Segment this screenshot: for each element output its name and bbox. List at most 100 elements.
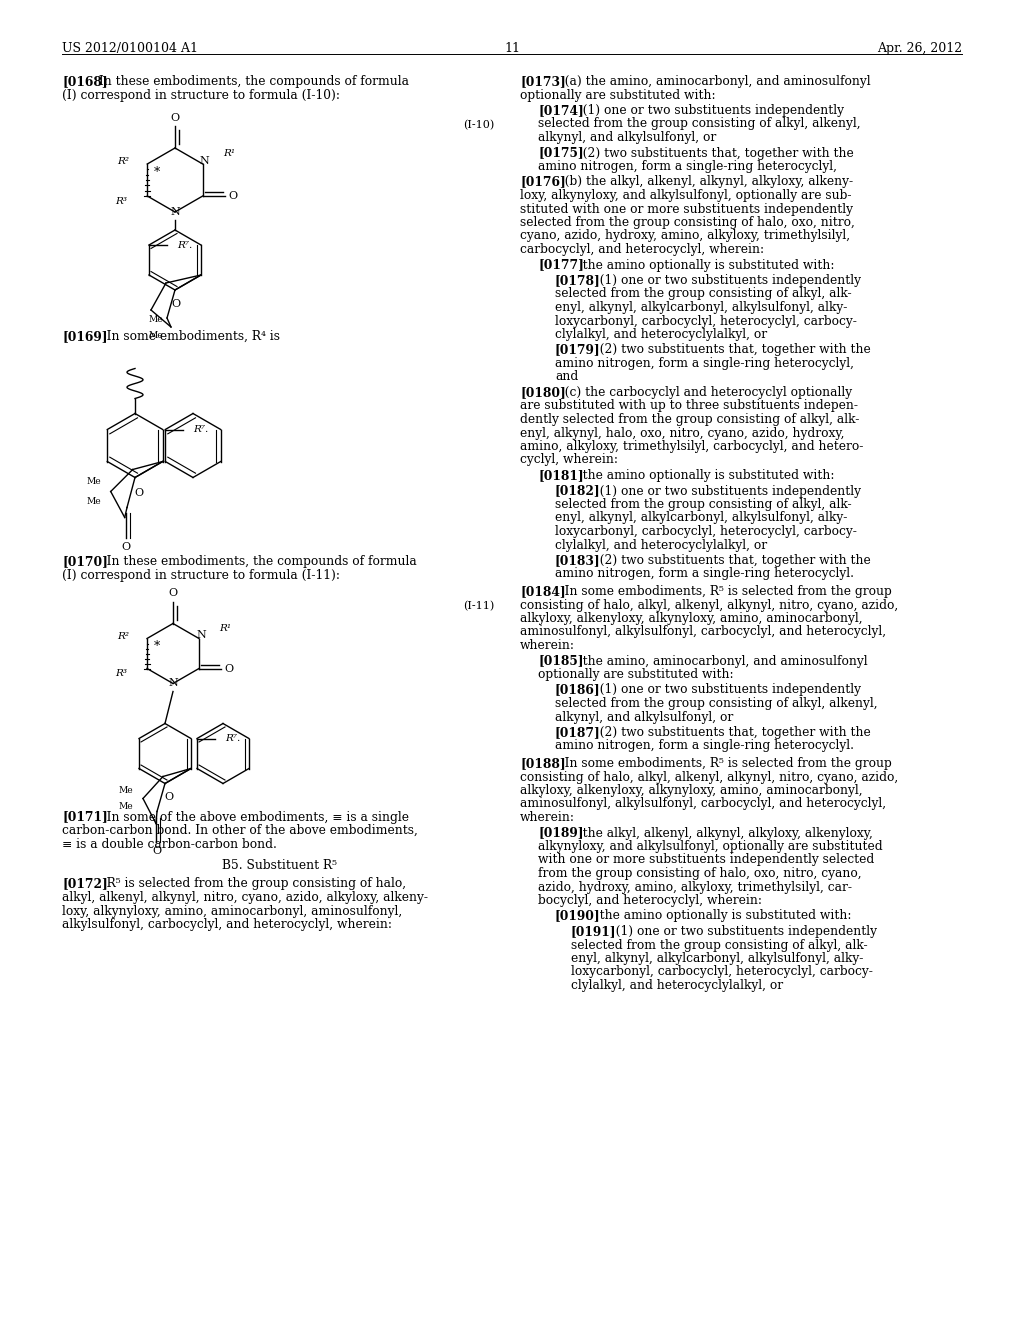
Text: O: O (170, 114, 179, 123)
Text: Me: Me (86, 477, 100, 486)
Text: In some embodiments, R⁵ is selected from the group: In some embodiments, R⁵ is selected from… (553, 756, 892, 770)
Text: (1) one or two substituents independently: (1) one or two substituents independentl… (588, 275, 861, 286)
Text: (c) the carbocyclyl and heterocyclyl optionally: (c) the carbocyclyl and heterocyclyl opt… (553, 385, 852, 399)
Text: ≡ is a double carbon-carbon bond.: ≡ is a double carbon-carbon bond. (62, 837, 276, 850)
Text: (1) one or two substituents independently: (1) one or two substituents independentl… (588, 684, 861, 697)
Text: bocyclyl, and heterocyclyl, wherein:: bocyclyl, and heterocyclyl, wherein: (538, 894, 762, 907)
Text: In these embodiments, the compounds of formula: In these embodiments, the compounds of f… (95, 556, 417, 569)
Text: [0187]: [0187] (555, 726, 601, 739)
Text: [0175]: [0175] (538, 147, 584, 160)
Text: [0182]: [0182] (555, 484, 601, 498)
Text: R¹: R¹ (222, 149, 234, 158)
Text: (b) the alkyl, alkenyl, alkynyl, alkyloxy, alkeny-: (b) the alkyl, alkenyl, alkynyl, alkylox… (553, 176, 853, 189)
Text: [0191]: [0191] (571, 925, 616, 939)
Text: optionally are substituted with:: optionally are substituted with: (520, 88, 716, 102)
Text: O: O (224, 664, 233, 673)
Text: consisting of halo, alkyl, alkenyl, alkynyl, nitro, cyano, azido,: consisting of halo, alkyl, alkenyl, alky… (520, 598, 898, 611)
Text: R⁷.: R⁷. (177, 240, 193, 249)
Text: dently selected from the group consisting of alkyl, alk-: dently selected from the group consistin… (520, 413, 859, 426)
Text: selected from the group consisting of alkyl, alkenyl,: selected from the group consisting of al… (538, 117, 860, 131)
Text: loxycarbonyl, carbocyclyl, heterocyclyl, carbocy-: loxycarbonyl, carbocyclyl, heterocyclyl,… (555, 525, 857, 539)
Text: [0180]: [0180] (520, 385, 565, 399)
Text: N: N (170, 207, 180, 216)
Text: [0178]: [0178] (555, 275, 601, 286)
Text: loxycarbonyl, carbocyclyl, heterocyclyl, carbocy-: loxycarbonyl, carbocyclyl, heterocyclyl,… (555, 314, 857, 327)
Text: from the group consisting of halo, oxo, nitro, cyano,: from the group consisting of halo, oxo, … (538, 867, 861, 880)
Text: US 2012/0100104 A1: US 2012/0100104 A1 (62, 42, 198, 55)
Text: [0168]: [0168] (62, 75, 108, 88)
Text: enyl, alkynyl, alkylcarbonyl, alkylsulfonyl, alky-: enyl, alkynyl, alkylcarbonyl, alkylsulfo… (571, 952, 863, 965)
Text: loxycarbonyl, carbocyclyl, heterocyclyl, carbocy-: loxycarbonyl, carbocyclyl, heterocyclyl,… (571, 965, 872, 978)
Text: alkyloxy, alkenyloxy, alkynyloxy, amino, aminocarbonyl,: alkyloxy, alkenyloxy, alkynyloxy, amino,… (520, 784, 862, 797)
Text: are substituted with up to three substituents indepen-: are substituted with up to three substit… (520, 400, 858, 412)
Text: [0186]: [0186] (555, 684, 601, 697)
Text: and: and (555, 371, 579, 384)
Text: [0184]: [0184] (520, 585, 565, 598)
Text: In some embodiments, R⁴ is: In some embodiments, R⁴ is (95, 330, 280, 343)
Text: amino nitrogen, form a single-ring heterocyclyl,: amino nitrogen, form a single-ring heter… (555, 356, 854, 370)
Text: (I-10): (I-10) (463, 120, 494, 131)
Text: Me: Me (119, 785, 133, 795)
Text: enyl, alkynyl, alkylcarbonyl, alkylsulfonyl, alky-: enyl, alkynyl, alkylcarbonyl, alkylsulfo… (555, 511, 848, 524)
Text: [0179]: [0179] (555, 343, 601, 356)
Text: alkynyloxy, and alkylsulfonyl, optionally are substituted: alkynyloxy, and alkylsulfonyl, optionall… (538, 840, 883, 853)
Text: carbocyclyl, and heterocyclyl, wherein:: carbocyclyl, and heterocyclyl, wherein: (520, 243, 764, 256)
Text: Me: Me (148, 330, 163, 339)
Text: [0183]: [0183] (555, 554, 601, 568)
Text: clylalkyl, and heterocyclylalkyl, or: clylalkyl, and heterocyclylalkyl, or (571, 979, 783, 993)
Text: wherein:: wherein: (520, 639, 575, 652)
Text: R⁵ is selected from the group consisting of halo,: R⁵ is selected from the group consisting… (95, 878, 407, 891)
Text: Me: Me (119, 803, 133, 810)
Text: the amino, aminocarbonyl, and aminosulfonyl: the amino, aminocarbonyl, and aminosulfo… (571, 655, 867, 668)
Text: [0172]: [0172] (62, 878, 108, 891)
Text: selected from the group consisting of alkyl, alk-: selected from the group consisting of al… (555, 498, 852, 511)
Text: (2) two substituents that, together with the: (2) two substituents that, together with… (571, 147, 854, 160)
Text: R⁷.: R⁷. (225, 734, 241, 743)
Text: (I) correspond in structure to formula (I-10):: (I) correspond in structure to formula (… (62, 88, 340, 102)
Text: amino nitrogen, form a single-ring heterocyclyl,: amino nitrogen, form a single-ring heter… (538, 160, 837, 173)
Text: *: * (155, 165, 161, 178)
Text: enyl, alkynyl, alkylcarbonyl, alkylsulfonyl, alky-: enyl, alkynyl, alkylcarbonyl, alkylsulfo… (555, 301, 848, 314)
Text: N: N (200, 156, 210, 166)
Text: loxy, alkynyloxy, and alkylsulfonyl, optionally are sub-: loxy, alkynyloxy, and alkylsulfonyl, opt… (520, 189, 852, 202)
Text: O: O (171, 300, 180, 309)
Text: aminosulfonyl, alkylsulfonyl, carbocyclyl, and heterocyclyl,: aminosulfonyl, alkylsulfonyl, carbocycly… (520, 797, 886, 810)
Text: enyl, alkynyl, halo, oxo, nitro, cyano, azido, hydroxy,: enyl, alkynyl, halo, oxo, nitro, cyano, … (520, 426, 845, 440)
Text: alkynyl, and alkylsulfonyl, or: alkynyl, and alkylsulfonyl, or (555, 710, 733, 723)
Text: with one or more substituents independently selected: with one or more substituents independen… (538, 854, 874, 866)
Text: loxy, alkynyloxy, amino, aminocarbonyl, aminosulfonyl,: loxy, alkynyloxy, amino, aminocarbonyl, … (62, 904, 402, 917)
Text: O: O (152, 846, 161, 855)
Text: the alkyl, alkenyl, alkynyl, alkyloxy, alkenyloxy,: the alkyl, alkenyl, alkynyl, alkyloxy, a… (571, 826, 872, 840)
Text: wherein:: wherein: (520, 810, 575, 824)
Text: alkyloxy, alkenyloxy, alkynyloxy, amino, aminocarbonyl,: alkyloxy, alkenyloxy, alkynyloxy, amino,… (520, 612, 862, 624)
Text: (I-11): (I-11) (463, 601, 494, 611)
Text: R²: R² (118, 157, 129, 166)
Text: amino, alkyloxy, trimethylsilyl, carbocyclyl, and hetero-: amino, alkyloxy, trimethylsilyl, carbocy… (520, 440, 863, 453)
Text: R³: R³ (115, 669, 127, 678)
Text: alkyl, alkenyl, alkynyl, nitro, cyano, azido, alkyloxy, alkeny-: alkyl, alkenyl, alkynyl, nitro, cyano, a… (62, 891, 428, 904)
Text: O: O (165, 792, 173, 803)
Text: [0190]: [0190] (555, 909, 601, 923)
Text: O: O (228, 191, 238, 201)
Text: [0169]: [0169] (62, 330, 108, 343)
Text: [0188]: [0188] (520, 756, 565, 770)
Text: [0170]: [0170] (62, 556, 108, 569)
Text: [0176]: [0176] (520, 176, 565, 189)
Text: Me: Me (86, 498, 100, 506)
Text: In some of the above embodiments, ≡ is a single: In some of the above embodiments, ≡ is a… (95, 810, 409, 824)
Text: stituted with one or more substituents independently: stituted with one or more substituents i… (520, 202, 853, 215)
Text: [0171]: [0171] (62, 810, 108, 824)
Text: the amino optionally is substituted with:: the amino optionally is substituted with… (571, 469, 835, 482)
Text: amino nitrogen, form a single-ring heterocyclyl.: amino nitrogen, form a single-ring heter… (555, 739, 854, 752)
Text: clylalkyl, and heterocyclylalkyl, or: clylalkyl, and heterocyclylalkyl, or (555, 539, 767, 552)
Text: amino nitrogen, form a single-ring heterocyclyl.: amino nitrogen, form a single-ring heter… (555, 568, 854, 581)
Text: carbon-carbon bond. In other of the above embodiments,: carbon-carbon bond. In other of the abov… (62, 824, 418, 837)
Text: the amino optionally is substituted with:: the amino optionally is substituted with… (571, 259, 835, 272)
Text: (2) two substituents that, together with the: (2) two substituents that, together with… (588, 343, 870, 356)
Text: O: O (121, 541, 130, 552)
Text: B5. Substituent R⁵: B5. Substituent R⁵ (222, 859, 338, 873)
Text: selected from the group consisting of alkyl, alk-: selected from the group consisting of al… (571, 939, 867, 952)
Text: optionally are substituted with:: optionally are substituted with: (538, 668, 733, 681)
Text: R⁷.: R⁷. (194, 425, 209, 434)
Text: selected from the group consisting of alkyl, alk-: selected from the group consisting of al… (555, 288, 852, 301)
